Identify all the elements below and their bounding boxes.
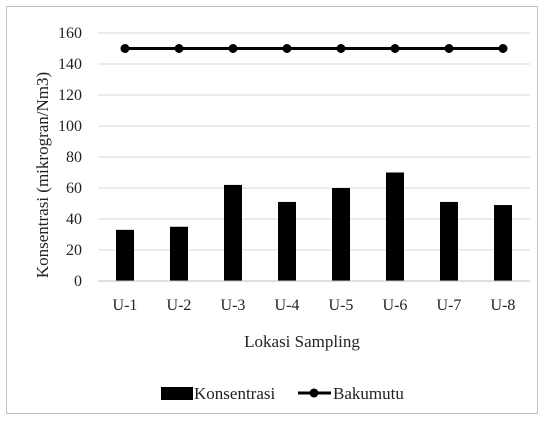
x-tick-label: U-5 bbox=[329, 297, 354, 314]
legend-label-bakumutu: Bakumutu bbox=[333, 384, 404, 403]
x-tick-label: U-6 bbox=[383, 297, 408, 314]
bar-u-5 bbox=[332, 188, 350, 281]
y-tick-label: 120 bbox=[58, 87, 82, 104]
bakumutu-point bbox=[282, 44, 292, 53]
bakumutu-point bbox=[498, 44, 508, 53]
x-axis-title: Lokasi Sampling bbox=[244, 332, 360, 351]
bakumutu-point bbox=[120, 44, 130, 53]
bar-u-3 bbox=[224, 184, 242, 281]
legend-swatch-konsentrasi bbox=[161, 387, 193, 400]
y-tick-label: 20 bbox=[66, 242, 82, 259]
y-tick-label: 80 bbox=[66, 149, 82, 166]
bakumutu-point bbox=[228, 44, 238, 53]
bar-u-8 bbox=[494, 205, 512, 281]
legend-label-konsentrasi: Konsentrasi bbox=[194, 384, 275, 403]
bakumutu-point bbox=[174, 44, 184, 53]
bakumutu-point bbox=[444, 44, 454, 53]
x-tick-label: U-1 bbox=[113, 297, 138, 314]
y-tick-label: 160 bbox=[58, 25, 82, 42]
bar-u-4 bbox=[278, 201, 296, 281]
y-tick-label: 140 bbox=[58, 56, 82, 73]
x-tick-label: U-8 bbox=[491, 297, 516, 314]
x-tick-label: U-3 bbox=[221, 297, 246, 314]
legend-marker-bakumutu bbox=[309, 388, 319, 398]
bar-u-2 bbox=[170, 226, 188, 281]
bars bbox=[116, 172, 512, 281]
y-tick-label: 100 bbox=[58, 118, 82, 135]
x-tick-label: U-2 bbox=[167, 297, 192, 314]
x-axis-ticks: U-1 U-2 U-3 U-4 U-5 U-6 U-7 U-8 bbox=[113, 297, 516, 314]
bar-u-7 bbox=[440, 201, 458, 281]
bakumutu-series bbox=[120, 44, 508, 53]
bakumutu-point bbox=[390, 44, 400, 53]
y-tick-label: 40 bbox=[66, 211, 82, 228]
y-tick-label: 60 bbox=[66, 180, 82, 197]
bar-u-6 bbox=[386, 172, 404, 281]
x-tick-label: U-7 bbox=[437, 297, 462, 314]
bakumutu-point bbox=[336, 44, 346, 53]
y-axis-ticks: 0 20 40 60 80 100 120 140 160 bbox=[58, 25, 82, 290]
bar-u-1 bbox=[116, 229, 134, 281]
x-tick-label: U-4 bbox=[275, 297, 300, 314]
y-tick-label: 0 bbox=[74, 273, 82, 290]
legend: Konsentrasi Bakumutu bbox=[161, 384, 404, 403]
y-axis-title: Konsentrasi (mikrogran/Nm3) bbox=[33, 72, 52, 278]
gridlines bbox=[98, 32, 530, 251]
